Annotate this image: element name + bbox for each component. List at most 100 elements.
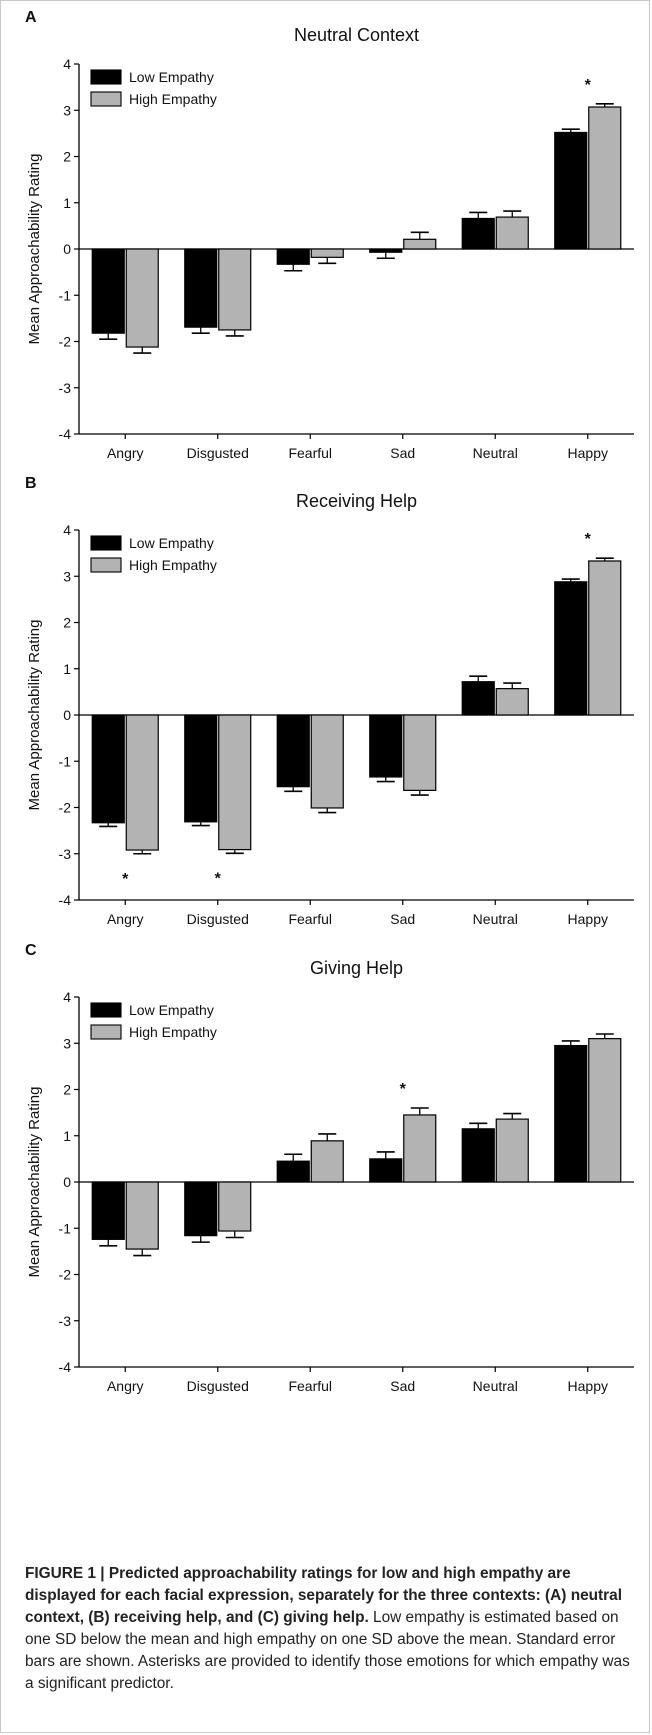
legend-swatch-low-empathy — [90, 535, 122, 551]
legend-label-high-empathy: High Empathy — [129, 91, 217, 107]
y-tick-label: -4 — [59, 1359, 72, 1375]
bar-low-empathy-disgusted — [184, 248, 218, 328]
y-tick-label: 3 — [63, 102, 71, 118]
chart-title: Receiving Help — [296, 491, 417, 511]
bar-low-empathy-neutral — [461, 681, 495, 716]
bar-high-empathy-neutral — [495, 216, 529, 250]
y-axis-label: Mean Approachability Rating — [26, 620, 43, 811]
caption-bold-text: FIGURE 1 | Predicted approachability rat… — [25, 1565, 623, 1626]
legend-label-low-empathy: Low Empathy — [129, 1002, 214, 1018]
bar-high-empathy-happy — [588, 560, 622, 716]
bar-low-empathy-fearful — [276, 714, 310, 788]
bar-low-empathy-disgusted — [184, 714, 218, 823]
x-tick-label: Angry — [107, 1378, 144, 1394]
caption-body-text: Low empathy is estimated based on one SD… — [25, 1609, 630, 1692]
x-tick-label: Neutral — [473, 911, 518, 927]
bar-low-empathy-neutral — [461, 217, 495, 250]
x-tick-label: Angry — [107, 445, 144, 461]
y-tick-label: 0 — [63, 1174, 71, 1190]
bar-high-empathy-neutral — [495, 688, 529, 716]
x-tick-label: Disgusted — [187, 911, 249, 927]
x-tick-label: Sad — [390, 1378, 415, 1394]
legend-label-low-empathy: Low Empathy — [129, 535, 214, 551]
y-tick-label: 2 — [63, 615, 71, 631]
chart-panel-b: B Receiving Help Mean Approachability Rat… — [1, 467, 652, 937]
chart-title: Giving Help — [310, 958, 403, 978]
bar-low-empathy-happy — [554, 581, 588, 716]
bar-low-empathy-happy — [554, 1044, 588, 1183]
panel-label: C — [25, 942, 37, 959]
x-tick-label: Neutral — [473, 445, 518, 461]
x-tick-label: Fearful — [288, 1378, 332, 1394]
y-tick-label: 4 — [63, 989, 71, 1005]
bar-low-empathy-angry — [91, 714, 125, 824]
significance-asterisk-sad: * — [400, 1081, 407, 1098]
bar-chart-neutral-context: Neutral Context Mean Approachability Rati… — [26, 25, 634, 461]
x-tick-label: Sad — [390, 911, 415, 927]
legend-swatch-high-empathy — [90, 557, 122, 573]
bar-high-empathy-happy — [588, 1038, 622, 1183]
y-axis-label: Mean Approachability Rating — [26, 1087, 43, 1278]
y-tick-label: -1 — [59, 1220, 72, 1236]
bar-high-empathy-sad — [403, 714, 437, 791]
bar-high-empathy-sad — [403, 1114, 437, 1183]
bar-low-empathy-neutral — [461, 1128, 495, 1183]
y-axis-label: Mean Approachability Rating — [26, 154, 43, 345]
x-tick-label: Happy — [568, 911, 608, 927]
y-tick-label: -3 — [59, 846, 72, 862]
bar-high-empathy-fearful — [310, 1140, 344, 1183]
bar-low-empathy-angry — [91, 248, 125, 334]
y-tick-label: 0 — [63, 707, 71, 723]
y-tick-label: 3 — [63, 1035, 71, 1051]
bar-chart-receiving-help: Receiving Help Mean Approachability Ratin… — [26, 491, 634, 927]
y-tick-label: 3 — [63, 568, 71, 584]
significance-asterisk-disgusted: * — [215, 870, 222, 887]
y-tick-label: -1 — [59, 753, 72, 769]
y-tick-label: 1 — [63, 661, 71, 677]
bar-high-empathy-fearful — [310, 248, 344, 258]
legend-swatch-high-empathy — [90, 91, 122, 107]
bar-low-empathy-sad — [369, 248, 403, 253]
significance-asterisk-happy: * — [585, 531, 592, 548]
bar-high-empathy-disgusted — [218, 248, 252, 331]
y-tick-label: 0 — [63, 241, 71, 257]
y-tick-label: -1 — [59, 287, 72, 303]
x-tick-label: Angry — [107, 911, 144, 927]
panel-label: B — [25, 475, 37, 492]
bar-high-empathy-disgusted — [218, 1181, 252, 1232]
x-tick-label: Sad — [390, 445, 415, 461]
legend-swatch-low-empathy — [90, 1002, 122, 1018]
figure-caption: FIGURE 1 | Predicted approachability rat… — [25, 1563, 631, 1695]
y-tick-label: 4 — [63, 522, 71, 538]
bar-high-empathy-sad — [403, 238, 437, 250]
x-tick-label: Fearful — [288, 911, 332, 927]
y-tick-label: -4 — [59, 892, 72, 908]
y-tick-label: -2 — [59, 1267, 72, 1283]
y-tick-label: 2 — [63, 1082, 71, 1098]
y-tick-label: -3 — [59, 380, 72, 396]
bar-low-empathy-angry — [91, 1181, 125, 1240]
bar-high-empathy-disgusted — [218, 714, 252, 851]
y-tick-label: -4 — [59, 426, 72, 442]
chart-panel-c: C Giving Help Mean Approachability Rating… — [1, 934, 652, 1404]
significance-asterisk-angry: * — [122, 871, 129, 888]
bar-high-empathy-angry — [125, 714, 159, 851]
panel-label: A — [25, 9, 37, 26]
x-tick-label: Disgusted — [187, 445, 249, 461]
bar-high-empathy-fearful — [310, 714, 344, 809]
legend-label-high-empathy: High Empathy — [129, 1024, 217, 1040]
bar-low-empathy-fearful — [276, 248, 310, 265]
y-tick-label: 4 — [63, 56, 71, 72]
y-tick-label: -2 — [59, 800, 72, 816]
chart-title: Neutral Context — [294, 25, 419, 45]
bar-low-empathy-disgusted — [184, 1181, 218, 1237]
bar-low-empathy-sad — [369, 1158, 403, 1183]
bar-low-empathy-fearful — [276, 1160, 310, 1183]
bar-high-empathy-angry — [125, 1181, 159, 1250]
y-tick-label: 2 — [63, 149, 71, 165]
legend-label-high-empathy: High Empathy — [129, 557, 217, 573]
x-tick-label: Happy — [568, 1378, 608, 1394]
y-tick-label: 1 — [63, 1128, 71, 1144]
